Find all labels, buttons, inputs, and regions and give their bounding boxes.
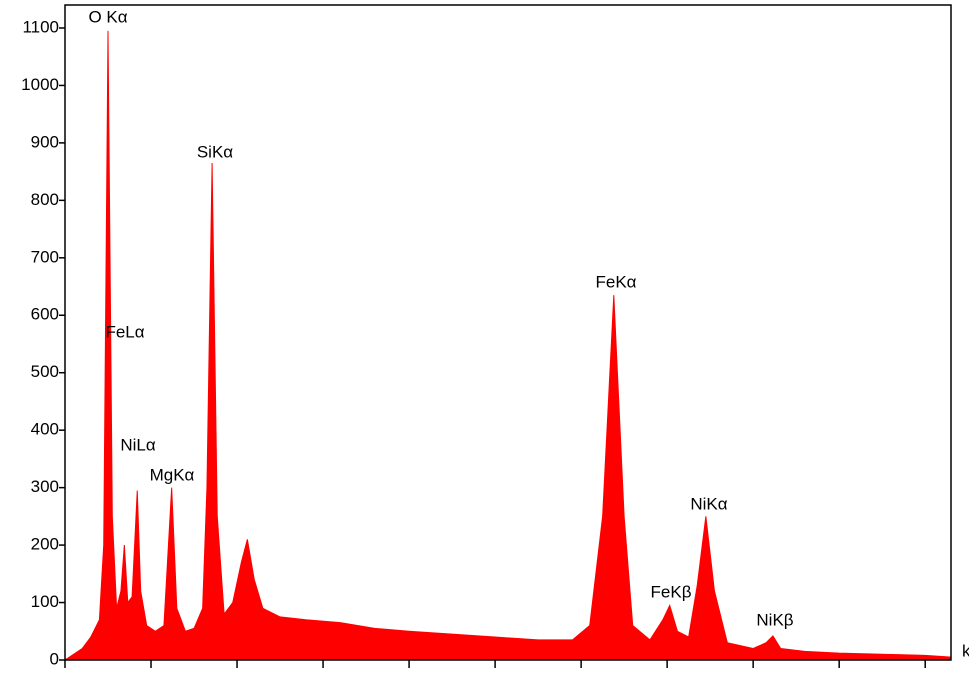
y-tick-label: 100	[31, 592, 59, 611]
y-tick-label: 300	[31, 477, 59, 496]
plot-frame	[64, 4, 952, 661]
y-tick-label: 0	[50, 649, 59, 668]
peak-label: FeKβ	[651, 582, 692, 601]
y-tick-label: 1100	[22, 17, 59, 36]
y-tick-label: 400	[31, 420, 59, 439]
y-tick-label: 900	[31, 132, 59, 151]
y-tick-label: 700	[31, 247, 59, 266]
peak-label: O Kα	[88, 7, 127, 26]
x-axis-label: k	[962, 641, 969, 660]
peak-label: NiKβ	[756, 610, 793, 629]
y-tick-label: 800	[31, 190, 59, 209]
peak-label: MgKα	[150, 465, 195, 484]
y-tick-label: 500	[31, 362, 59, 381]
peak-label: FeKα	[595, 272, 636, 291]
peak-label: SiKα	[197, 142, 233, 161]
spectrum	[63, 30, 952, 661]
y-tick-label: 200	[31, 535, 59, 554]
peak-label: NiLα	[120, 435, 156, 454]
peak-label: NiKα	[690, 494, 727, 513]
y-tick-label: 600	[31, 305, 59, 324]
y-tick-label: 1000	[21, 75, 59, 94]
peak-label: FeLα	[105, 322, 144, 341]
